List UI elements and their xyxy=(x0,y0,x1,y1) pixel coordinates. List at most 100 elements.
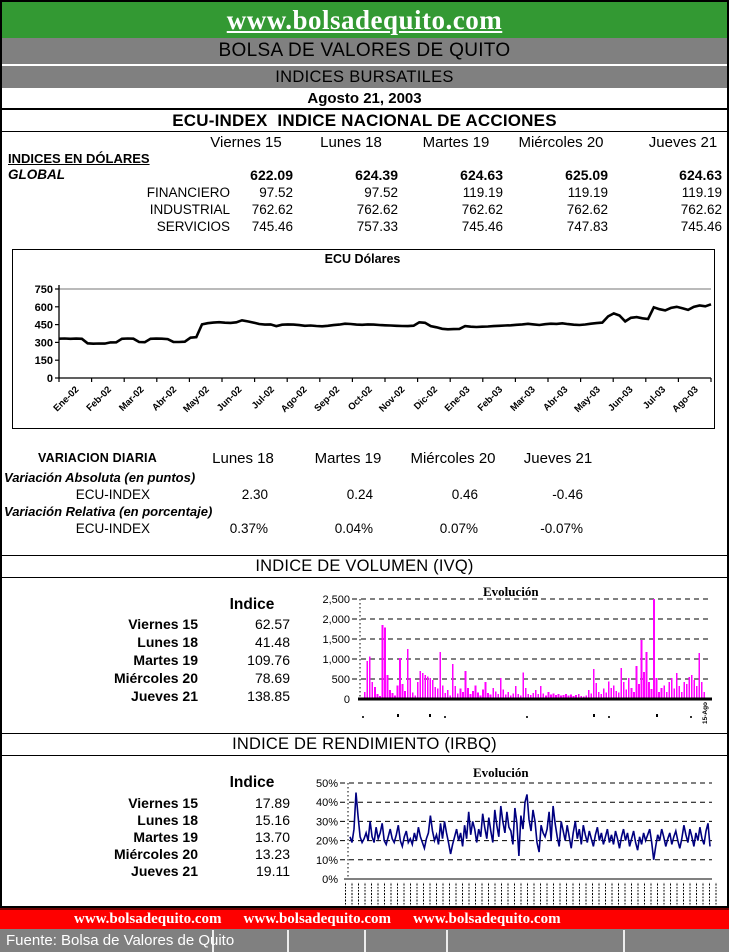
day-row-label: Miércoles 20 xyxy=(113,670,198,686)
index-value: 19.11 xyxy=(256,863,290,879)
svg-text:Jun-03: Jun-03 xyxy=(606,384,635,413)
index-value: 138.85 xyxy=(247,688,290,704)
svg-text:Mar-03: Mar-03 xyxy=(508,384,537,413)
index-value: 757.33 xyxy=(356,219,398,234)
day-row-label: Martes 19 xyxy=(133,652,198,668)
footer-cell-divider xyxy=(446,930,448,952)
index-value: 119.19 xyxy=(567,185,608,200)
day-column-header: Jueves 21 xyxy=(523,450,593,467)
footer-source: Fuente: Bolsa de Valores de Quito xyxy=(6,932,235,949)
index-value: 762.62 xyxy=(356,202,398,217)
index-value: 745.46 xyxy=(251,219,293,234)
ivq-table-header: Indice xyxy=(229,596,275,613)
index-value: 97.52 xyxy=(259,185,293,200)
ivq-chart-title: Evolución xyxy=(478,584,544,600)
day-row-label: Martes 19 xyxy=(133,829,198,845)
ivq-section-title: INDICE DE VOLUMEN (IVQ) xyxy=(255,557,474,575)
header-banner: www.bolsadequito.com xyxy=(2,2,727,38)
variacion-value: 0.24 xyxy=(346,487,373,502)
variacion-value: 0.37% xyxy=(229,521,268,536)
footer-link[interactable]: www.bolsadequito.com xyxy=(243,911,392,927)
report-date: Agosto 21, 2003 xyxy=(307,89,422,107)
svg-text:Jul-02: Jul-02 xyxy=(250,384,277,411)
index-value: 119.19 xyxy=(462,185,503,200)
day-row-label: Viernes 15 xyxy=(128,616,198,632)
day-row-label: Lunes 18 xyxy=(137,634,198,650)
svg-text:0%: 0% xyxy=(322,874,338,886)
svg-text:Nov-02: Nov-02 xyxy=(377,384,407,414)
footer-cell-divider xyxy=(287,930,289,952)
ecu-dolares-line-chart: 0 150 300 450 600 750 Ene-02 Feb-02 Mar-02 Abr-02… xyxy=(35,284,712,415)
svg-text:Jun-02: Jun-02 xyxy=(215,384,244,413)
index-value: 624.39 xyxy=(355,167,398,183)
footer-links-bar: www.bolsadequito.com www.bolsadequito.com… xyxy=(0,908,729,929)
svg-text:0: 0 xyxy=(344,694,350,706)
irbq-chart-title: Evolución xyxy=(468,765,534,781)
ivq-axis-marks xyxy=(362,716,712,718)
svg-text:Ago-02: Ago-02 xyxy=(279,384,310,415)
svg-text:50%: 50% xyxy=(316,778,338,790)
svg-text:May-03: May-03 xyxy=(572,384,603,415)
index-value: 62.57 xyxy=(254,616,290,632)
svg-text:May-02: May-02 xyxy=(181,384,212,415)
row-label: SERVICIOS xyxy=(156,219,230,234)
ivq-axis-mark xyxy=(429,714,431,717)
footer-link[interactable]: www.bolsadequito.com xyxy=(74,911,222,927)
irbq-table-header: Indice xyxy=(229,774,275,791)
variacion-value: -0.07% xyxy=(540,521,583,536)
indices-en-dolares-header: INDICES EN DÓLARES xyxy=(8,151,150,166)
index-value: 78.69 xyxy=(254,670,290,686)
variacion-value: 0.07% xyxy=(439,521,478,536)
variacion-value: 2.30 xyxy=(241,487,268,502)
svg-text:1,500: 1,500 xyxy=(322,634,350,646)
index-value: 762.62 xyxy=(680,202,722,217)
index-value: 624.63 xyxy=(679,167,722,183)
ivq-section-title-row: INDICE DE VOLUMEN (IVQ) xyxy=(2,555,727,578)
index-value: 747.83 xyxy=(566,219,608,234)
svg-text:Abr-02: Abr-02 xyxy=(150,384,179,413)
svg-text:2,500: 2,500 xyxy=(322,594,350,606)
irbq-axis-date-labels xyxy=(345,882,720,906)
svg-text:300: 300 xyxy=(35,337,53,349)
svg-text:30%: 30% xyxy=(316,816,338,828)
row-label-ecu-index: ECU-INDEX xyxy=(75,521,150,536)
index-value: 41.48 xyxy=(254,634,290,650)
ecu-index-section-title-row: ECU-INDEX INDICE NACIONAL DE ACCIONES xyxy=(2,108,727,132)
svg-text:Sep-02: Sep-02 xyxy=(312,384,342,414)
svg-text:Ene-02: Ene-02 xyxy=(52,384,82,414)
ivq-axis-mark xyxy=(397,714,399,717)
report-title-bar: INDICES BURSATILES xyxy=(2,66,727,88)
svg-text:40%: 40% xyxy=(316,797,338,809)
svg-text:450: 450 xyxy=(35,320,53,332)
website-link[interactable]: www.bolsadequito.com xyxy=(226,4,503,35)
ivq-axis-date-label: 15-Ago xyxy=(702,701,709,724)
day-column-header: Miércoles 20 xyxy=(518,134,604,151)
irbq-evolution-line-chart: 0% 10% 20% 30% 40% 50% xyxy=(316,778,712,886)
variacion-value: -0.46 xyxy=(552,487,583,502)
footer-link[interactable]: www.bolsadequito.com xyxy=(413,911,561,927)
day-row-label: Lunes 18 xyxy=(137,812,198,828)
index-value: 622.09 xyxy=(250,167,293,183)
footer-cell-divider xyxy=(212,930,214,952)
index-value: 624.63 xyxy=(460,167,503,183)
svg-text:150: 150 xyxy=(35,355,53,367)
day-column-header: Martes 19 xyxy=(422,134,490,151)
index-value: 119.19 xyxy=(681,185,722,200)
page-border xyxy=(0,0,729,908)
svg-text:Jul-03: Jul-03 xyxy=(641,384,668,411)
row-label-global: GLOBAL xyxy=(8,167,65,182)
svg-text:Feb-02: Feb-02 xyxy=(85,384,114,413)
irbq-section-title: INDICE DE RENDIMIENTO (IRBQ) xyxy=(232,735,497,753)
index-value: 745.46 xyxy=(461,219,503,234)
svg-text:2,000: 2,000 xyxy=(322,614,350,626)
footer-cell-divider xyxy=(364,930,366,952)
org-title: BOLSA DE VALORES DE QUITO xyxy=(218,40,511,61)
ecu-chart-title: ECU Dólares xyxy=(324,252,401,266)
day-row-label: Jueves 21 xyxy=(131,688,198,704)
index-value: 13.70 xyxy=(254,829,290,845)
day-row-label: Jueves 21 xyxy=(131,863,198,879)
svg-text:750: 750 xyxy=(35,284,53,296)
svg-text:Ene-03: Ene-03 xyxy=(443,384,473,414)
report-date-row: Agosto 21, 2003 xyxy=(2,88,727,108)
